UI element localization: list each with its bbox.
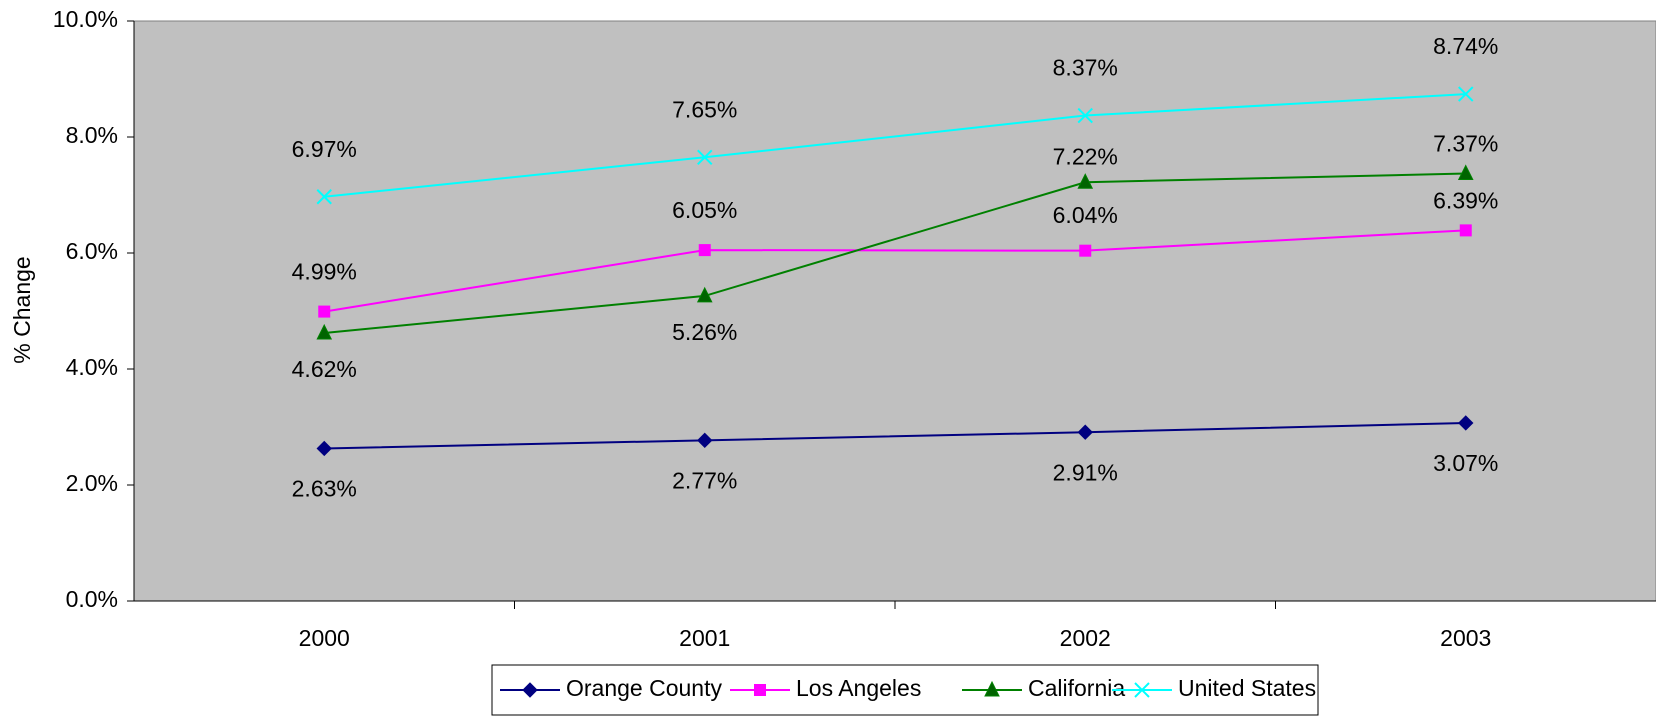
data-label: 6.39% [1433, 187, 1498, 213]
marker [316, 323, 333, 340]
data-label: 4.62% [292, 356, 357, 382]
marker [318, 305, 331, 318]
series-line [324, 229, 1466, 313]
x-tick-label: 2000 [299, 625, 350, 651]
data-label: 8.74% [1433, 33, 1498, 59]
y-tick-label: 8.0% [66, 122, 118, 148]
data-label: 3.07% [1433, 450, 1498, 476]
legend-label: California [1028, 675, 1125, 701]
marker [1077, 107, 1093, 124]
data-label: 2.63% [292, 476, 357, 502]
series-line [324, 172, 1466, 335]
y-axis-label: % Change [9, 256, 35, 363]
x-tick-label: 2003 [1440, 625, 1491, 651]
data-label: 6.04% [1053, 202, 1118, 228]
marker [1457, 164, 1474, 181]
data-label: 4.99% [292, 259, 357, 285]
marker [697, 149, 713, 166]
marker [316, 440, 332, 457]
marker [698, 244, 711, 257]
marker [522, 682, 538, 698]
data-label: 8.37% [1053, 55, 1118, 81]
data-label: 2.77% [672, 467, 737, 493]
data-label: 7.65% [672, 96, 737, 122]
series-line [324, 93, 1466, 198]
marker [984, 680, 1000, 697]
marker [1459, 224, 1472, 237]
x-tick-label: 2002 [1060, 625, 1111, 651]
legend-label: Orange County [566, 675, 722, 701]
legend-label: Los Angeles [796, 675, 921, 701]
marker [1134, 682, 1150, 698]
data-label: 6.05% [672, 197, 737, 223]
marker [1077, 173, 1094, 189]
x-tick-label: 2001 [679, 625, 730, 651]
y-tick-label: 4.0% [66, 354, 118, 380]
marker [1079, 244, 1092, 257]
legend-box [491, 664, 1319, 716]
series-line [324, 421, 1466, 450]
marker [697, 432, 713, 449]
marker [754, 684, 766, 696]
legend: Orange County Los Angeles California United… [491, 664, 1319, 716]
data-label: 7.37% [1433, 131, 1498, 157]
data-label: 6.97% [292, 136, 357, 162]
marker [316, 189, 332, 205]
marker [696, 286, 713, 303]
marker [1458, 86, 1474, 102]
y-tick-label: 0.0% [66, 586, 118, 612]
y-tick-label: 6.0% [66, 238, 118, 264]
data-label: 2.91% [1053, 459, 1118, 485]
data-label: 5.26% [672, 319, 737, 345]
data-label: 7.22% [1053, 143, 1118, 169]
marker [1077, 424, 1093, 440]
y-tick-label: 10.0% [53, 6, 118, 32]
y-tick-label: 2.0% [66, 470, 118, 496]
marker [1458, 415, 1474, 431]
legend-label: United States [1178, 675, 1316, 701]
plot-area [133, 20, 1656, 602]
